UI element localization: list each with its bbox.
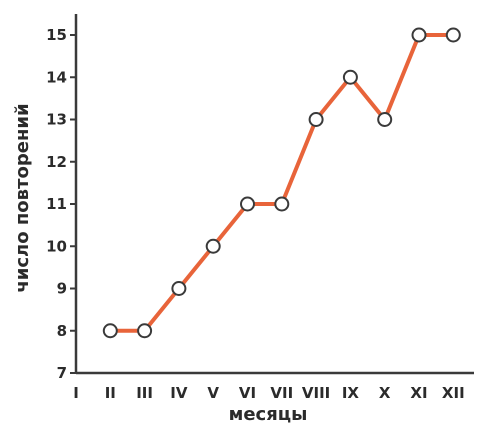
data-point [342, 69, 358, 85]
data-point [171, 281, 187, 296]
y-tick-label: 7 [57, 364, 67, 382]
y-tick-label: 8 [57, 322, 67, 340]
data-point [274, 196, 290, 212]
data-point [240, 196, 255, 212]
x-tick-label: IV [170, 384, 188, 402]
x-tick-label: XII [442, 384, 465, 402]
y-tick-label: 10 [46, 237, 67, 255]
x-tick-label: II [105, 384, 116, 402]
x-tick-label: VI [239, 384, 256, 402]
y-tick-label: 9 [57, 280, 67, 298]
x-tick-label: X [379, 384, 391, 402]
y-tick-label: 11 [46, 195, 67, 213]
y-tick-label: 13 [46, 111, 67, 129]
axes [74, 14, 474, 375]
y-axis-title: число повторений [12, 103, 33, 292]
data-point [205, 238, 221, 254]
x-tick-label: VII [270, 384, 293, 402]
y-tick-label: 14 [46, 68, 67, 86]
x-tick-label: V [207, 384, 219, 402]
x-tick-label: VIII [302, 384, 330, 402]
data-point [102, 323, 118, 339]
y-tick-label: 15 [46, 26, 67, 44]
data-point [308, 112, 324, 127]
data-point [411, 27, 427, 43]
series [102, 27, 461, 339]
x-axis-title: месяцы [229, 404, 308, 425]
x-tick-label: IX [342, 384, 360, 402]
data-point [137, 323, 153, 339]
x-tick-label: XI [410, 384, 427, 402]
data-point [445, 27, 461, 43]
y-tick-label: 12 [46, 153, 67, 171]
data-point [377, 112, 393, 127]
series-line [108, 33, 456, 333]
x-tick-label: I [73, 384, 79, 402]
x-tick-label: III [136, 384, 153, 402]
